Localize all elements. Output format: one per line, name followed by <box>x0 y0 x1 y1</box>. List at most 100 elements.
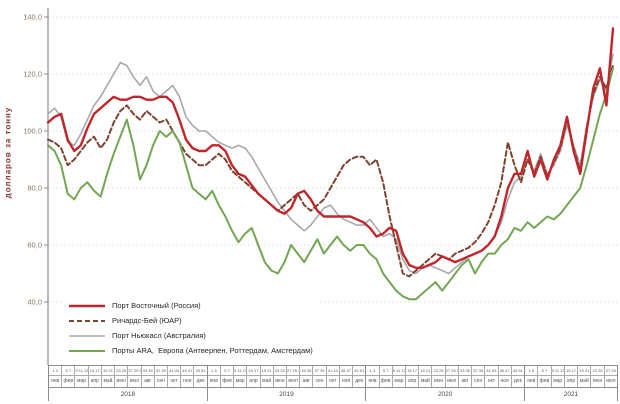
month-cell: 19 21 май <box>419 366 433 387</box>
month-label: июл <box>129 378 140 384</box>
week-numbers: 9 11 13 <box>551 366 564 376</box>
month-cell: 27 29 31 июл <box>286 366 301 387</box>
week-numbers: 15 17 <box>406 366 419 376</box>
month-label: ноя <box>341 378 351 384</box>
month-label: ноя <box>183 378 192 384</box>
week-numbers: 37 39 <box>154 366 167 376</box>
week-numbers: 33 35 <box>141 366 154 376</box>
week-numbers: 23 25 <box>591 366 604 376</box>
week-numbers: 41 43 <box>326 366 339 376</box>
month-cell: 27 29 31 июл <box>128 366 142 387</box>
year-label: 2020 <box>366 387 525 401</box>
month-cell: 19 21 май <box>101 366 116 387</box>
legend-item: Порт Ньюкасл (Австралия) <box>68 328 313 343</box>
month-cell: 41 43 окт <box>167 366 182 387</box>
month-cell: 1 3 янв <box>525 366 539 387</box>
week-numbers: 9 11 13 <box>392 366 405 376</box>
month-cell: 41 43 окт <box>326 366 340 387</box>
month-cell: 23 25 июн <box>591 366 605 387</box>
year-section: 1 3 янв 5 7 фев 9 11 13 мар 15 17 апр 19 21 май 23… <box>524 366 618 401</box>
week-numbers: 45 47 <box>498 366 511 376</box>
month-label: мар <box>553 378 563 384</box>
week-numbers: 1 3 <box>366 366 379 376</box>
month-label: авг <box>144 378 152 384</box>
month-cell: 15 17 апр <box>406 366 420 387</box>
month-label: май <box>579 378 589 384</box>
y-tick-label: 120,0 <box>23 70 42 79</box>
month-cell: 27 29 июл <box>604 366 617 387</box>
month-label: янв <box>51 378 60 384</box>
legend-item: Порты ARA, Европа (Антверпен, Роттердам,… <box>68 343 313 358</box>
month-label: июн <box>116 378 126 384</box>
month-cell: 37 39 сен <box>313 366 327 387</box>
month-label: янв <box>209 378 218 384</box>
month-label: окт <box>329 378 337 384</box>
y-tick-label: 140,0 <box>23 13 42 22</box>
week-numbers: 27 29 31 <box>286 366 300 376</box>
month-cell: 19 21 май <box>260 366 274 387</box>
week-numbers: 23 25 <box>273 366 286 376</box>
week-numbers: 33 35 <box>300 366 313 376</box>
month-label: июл <box>606 378 616 384</box>
year-label: 2021 <box>525 387 617 401</box>
series-line-1 <box>47 64 614 278</box>
month-label: ноя <box>500 378 509 384</box>
month-label: июн <box>275 378 285 384</box>
month-cell: 49 51 дек <box>511 366 524 387</box>
month-cell: 9 11 13 мар <box>392 366 406 387</box>
legend: Порт Восточный (Россия) Ричардс-Бей (ЮАР)… <box>64 296 317 360</box>
week-numbers: 41 43 <box>485 366 498 376</box>
month-cell: 1 3 янв <box>49 366 63 387</box>
week-numbers: 27 29 31 <box>445 366 458 376</box>
month-cell: 41 43 окт <box>485 366 499 387</box>
month-label: фев <box>63 378 74 384</box>
month-label: фев <box>539 378 550 384</box>
month-label: окт <box>487 378 496 384</box>
week-numbers: 5 7 <box>538 366 551 376</box>
month-cell: 37 39 сен <box>472 366 486 387</box>
week-numbers: 9 11 13 <box>75 366 88 376</box>
month-label: дек <box>355 378 364 384</box>
month-cell: 45 47 ноя <box>498 366 512 387</box>
week-numbers: 1 3 <box>207 366 220 376</box>
month-cell: 49 51 дек <box>353 366 366 387</box>
month-cell: 19 21 май <box>578 366 592 387</box>
series-line-2 <box>47 53 614 275</box>
year-label: 2018 <box>49 387 207 401</box>
year-section: 1 3 янв 5 7 фев 9 11 13 мар 15 17 апр 19 21 май 23… <box>206 366 366 401</box>
month-cell: 37 39 сен <box>154 366 168 387</box>
y-tick-label: 60,0 <box>27 241 42 250</box>
month-label: сен <box>474 378 483 384</box>
month-label: янв <box>368 378 377 384</box>
week-numbers: 9 11 13 <box>234 366 247 376</box>
month-cell: 27 29 31 июл <box>445 366 459 387</box>
week-numbers: 5 7 <box>62 366 75 376</box>
month-cell: 9 11 13 мар <box>551 366 565 387</box>
month-cell: 15 17 апр <box>564 366 579 387</box>
month-cell: 23 25 июн <box>115 366 129 387</box>
month-label: фев <box>222 378 232 384</box>
month-label: май <box>420 378 430 384</box>
month-cell: 33 35 авг <box>458 366 473 387</box>
legend-label: Порт Ньюкасл (Австралия) <box>112 331 206 340</box>
month-cell: 23 25 июн <box>273 366 287 387</box>
legend-label: Порт Восточный (Россия) <box>112 301 201 310</box>
week-numbers: 37 39 <box>313 366 326 376</box>
month-label: окт <box>170 378 178 384</box>
legend-item: Порт Восточный (Россия) <box>68 298 313 313</box>
month-label: май <box>103 378 113 384</box>
month-cell: 33 35 авг <box>300 366 314 387</box>
month-label: июл <box>447 378 457 384</box>
legend-line-sample <box>69 304 105 307</box>
week-numbers: 41 43 <box>167 366 181 376</box>
month-label: апр <box>407 378 417 384</box>
month-label: апр <box>566 378 576 384</box>
y-tick-label: 80,0 <box>27 184 42 193</box>
month-label: дек <box>196 378 205 384</box>
month-label: июн <box>592 378 603 384</box>
week-numbers: 19 21 <box>101 366 115 376</box>
week-numbers: 15 17 <box>88 366 101 376</box>
week-numbers: 15 17 <box>564 366 578 376</box>
y-tick-label: 100,0 <box>23 127 42 136</box>
month-label: мар <box>77 378 87 384</box>
